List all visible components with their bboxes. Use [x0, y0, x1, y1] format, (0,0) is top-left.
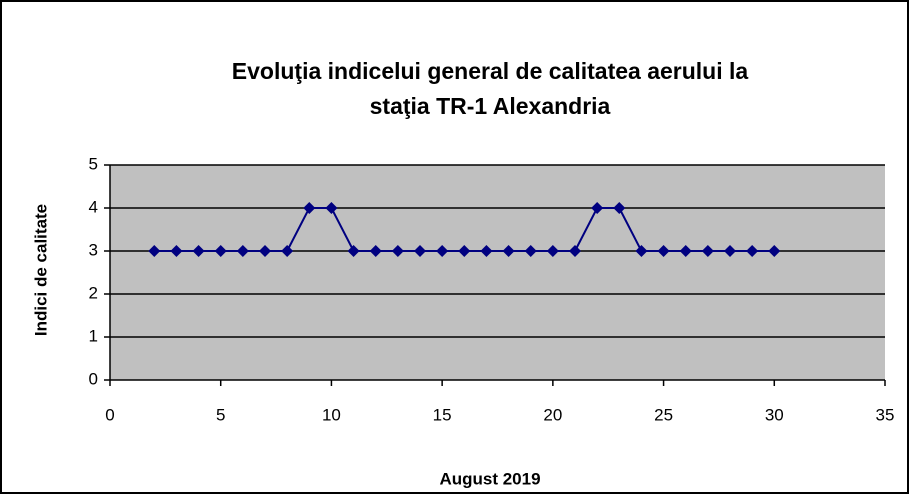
x-tick-label: 35: [876, 405, 895, 424]
y-tick-label: 5: [89, 154, 98, 173]
chart-title: Evoluţia indicelui general de calitatea …: [232, 58, 749, 84]
data-point: [214, 245, 227, 257]
x-tick-label: 15: [433, 405, 452, 424]
data-point: [414, 245, 426, 257]
data-point: [325, 202, 338, 214]
data-point: [657, 245, 670, 257]
data-point: [546, 245, 559, 257]
data-point: [236, 245, 249, 257]
data-point: [303, 202, 316, 214]
data-point: [768, 245, 781, 257]
x-tick-label: 30: [765, 405, 784, 424]
data-point: [591, 202, 604, 214]
y-tick-label: 2: [89, 283, 98, 302]
y-tick-label: 4: [89, 197, 98, 216]
data-point: [635, 245, 648, 257]
x-tick-label: 5: [216, 405, 225, 424]
data-point: [281, 245, 294, 257]
data-point: [502, 245, 515, 257]
y-axis-label: Indici de calitate: [31, 204, 50, 336]
data-point: [480, 245, 493, 257]
x-tick-label: 20: [543, 405, 562, 424]
x-axis-label: August 2019: [439, 469, 540, 488]
data-point: [192, 245, 205, 257]
data-point: [436, 245, 449, 257]
data-point: [613, 202, 626, 214]
data-point: [259, 245, 271, 257]
x-tick-label: 25: [654, 405, 673, 424]
data-point: [369, 245, 382, 257]
data-point: [170, 245, 183, 257]
data-point: [701, 245, 714, 257]
y-tick-label: 0: [89, 369, 98, 388]
x-tick-label: 10: [322, 405, 341, 424]
data-point: [458, 245, 471, 257]
x-tick-label: 0: [105, 405, 114, 424]
data-point: [391, 245, 404, 257]
chart-title: staţia TR-1 Alexandria: [370, 93, 611, 119]
data-point: [679, 245, 692, 257]
y-tick-label: 1: [89, 326, 98, 345]
plot-area: [110, 165, 885, 380]
data-point: [724, 245, 736, 257]
data-point: [746, 245, 759, 257]
data-point: [347, 245, 360, 257]
data-point: [148, 245, 161, 257]
data-point: [569, 245, 581, 257]
data-point: [524, 245, 537, 257]
y-tick-label: 3: [89, 240, 98, 259]
